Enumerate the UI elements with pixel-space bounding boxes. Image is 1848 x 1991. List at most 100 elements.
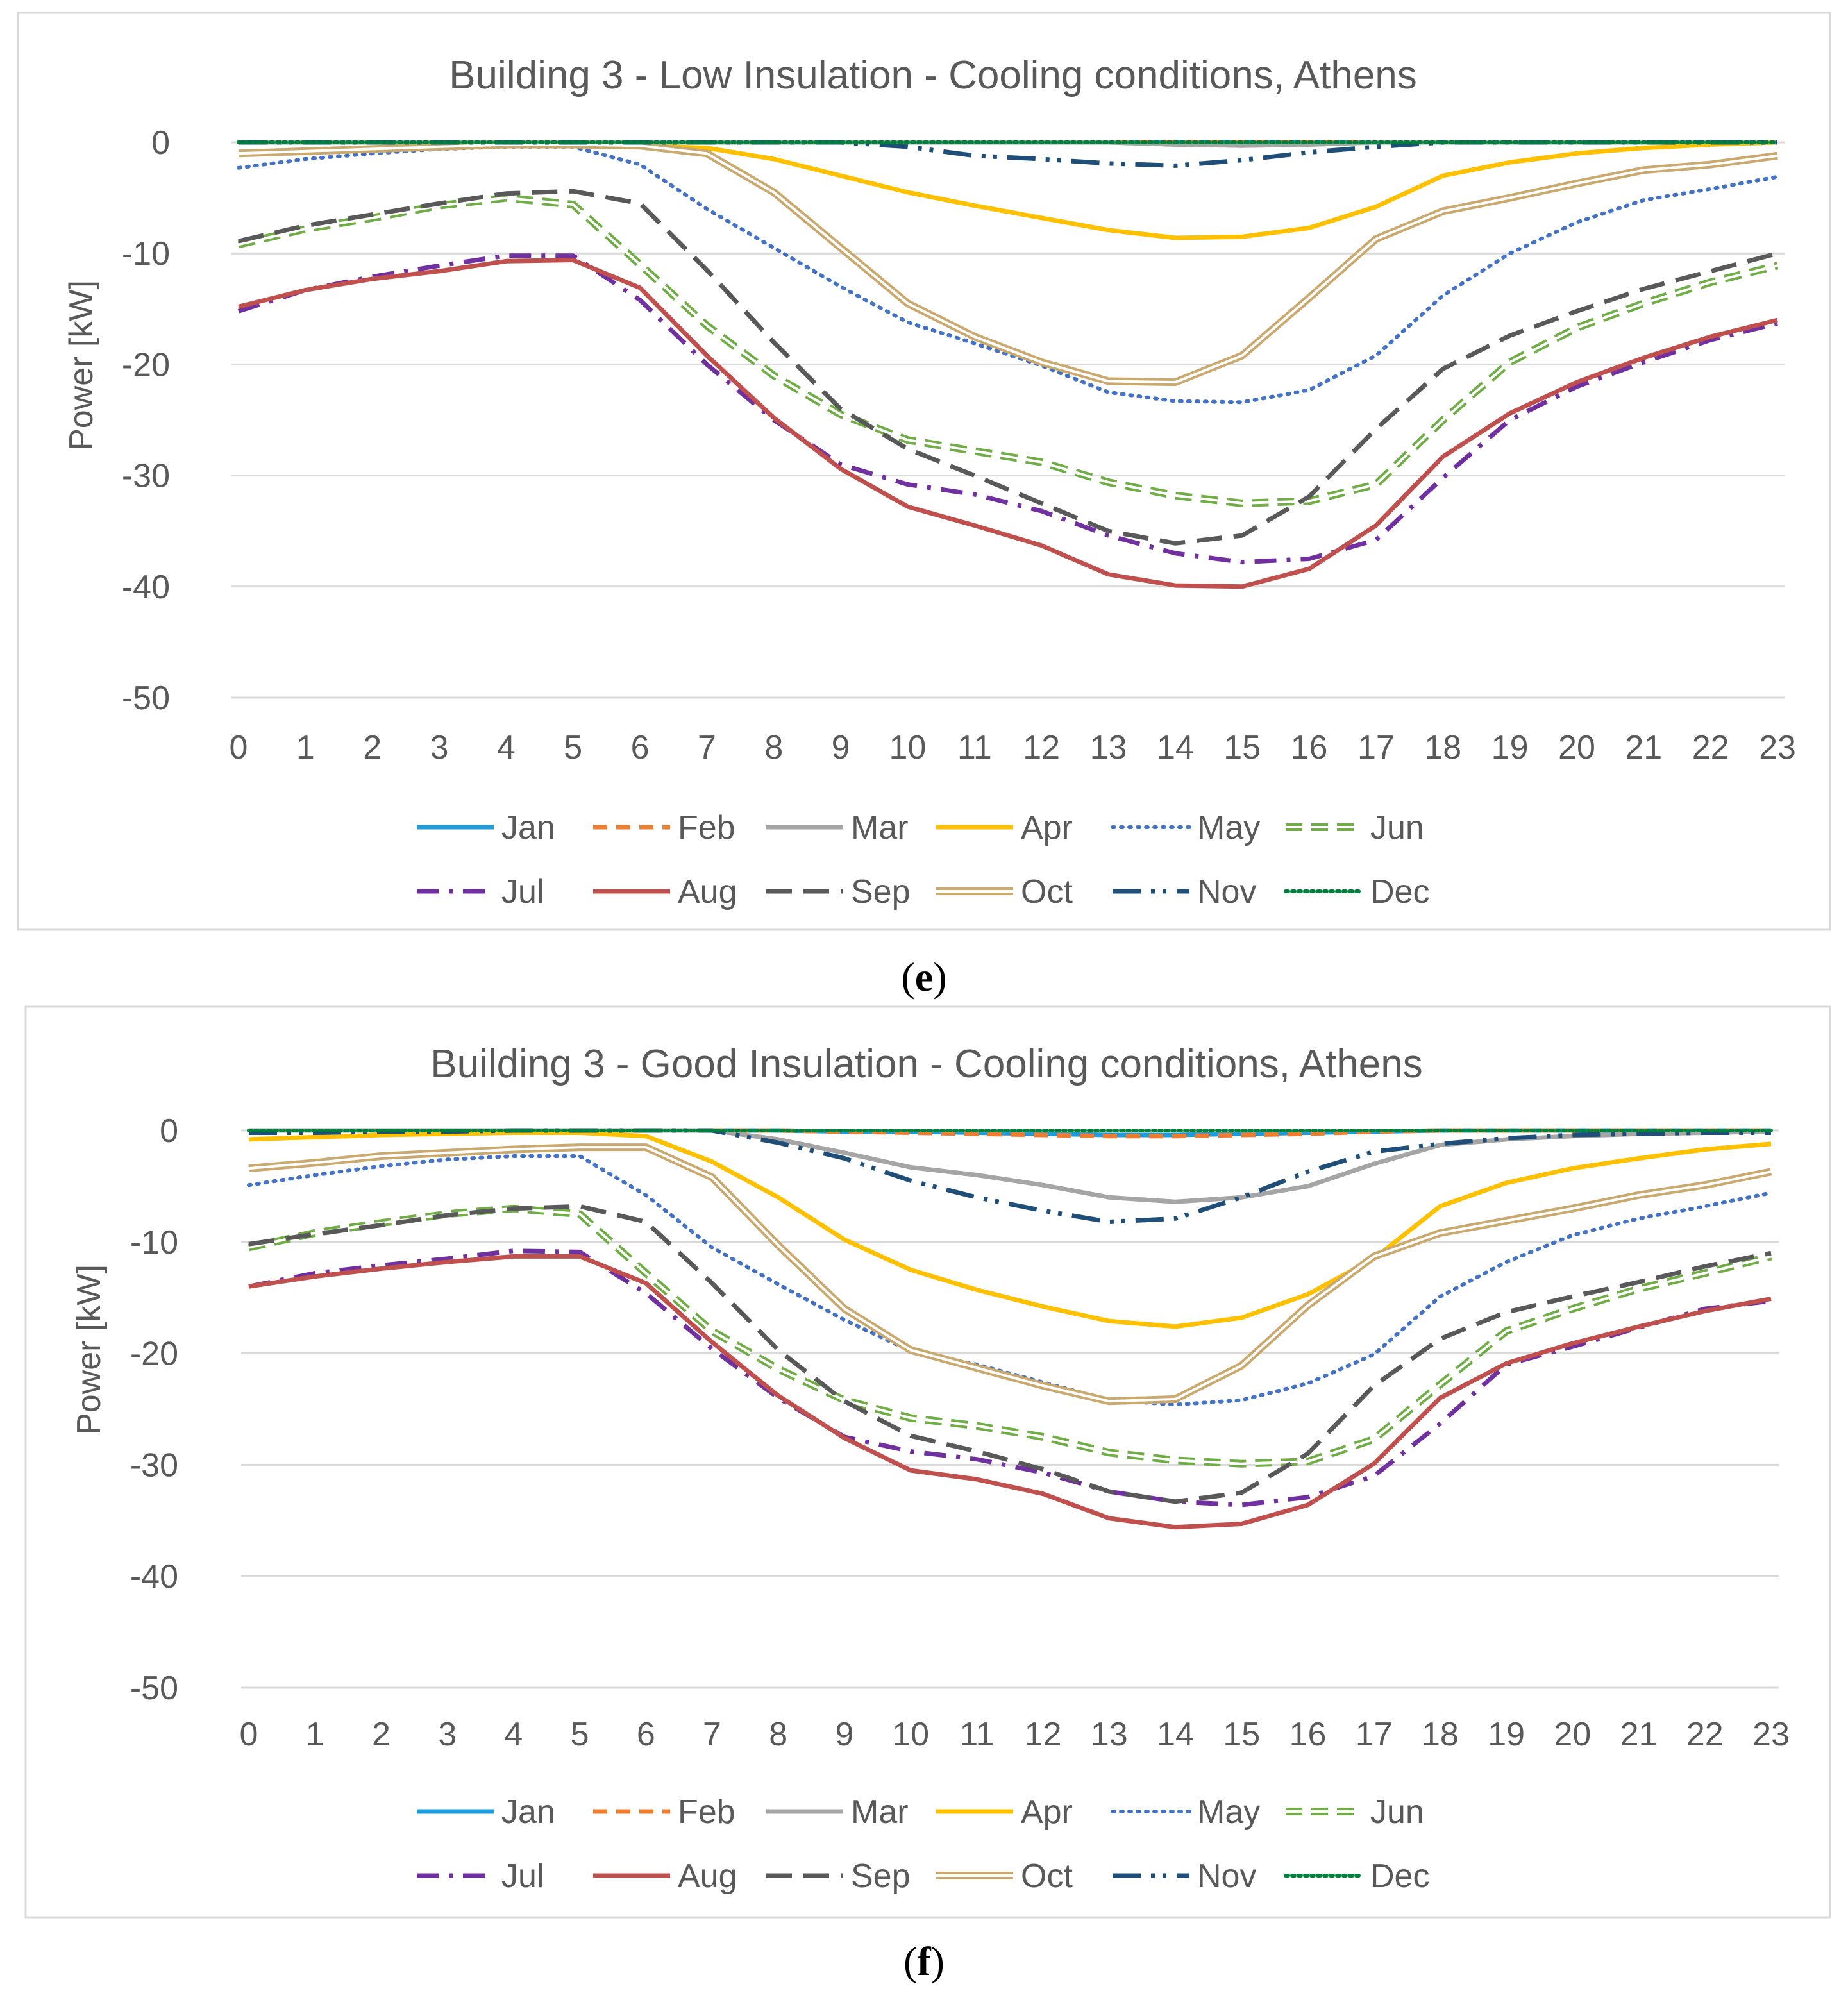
x-tick-label: 6 [637,1716,655,1753]
series-line-jul [237,253,1778,565]
legend-label: May [1197,809,1260,846]
x-tick-label: 16 [1291,729,1328,766]
y-axis-label-e: Power [kW] [63,280,100,451]
series-line-aug [248,1254,1772,1530]
x-tick-label: 12 [1025,1716,1062,1753]
x-tick-label: 7 [698,729,716,766]
x-tick-label: 13 [1090,729,1127,766]
x-tick-label: 15 [1223,1716,1260,1753]
legend-item-jan: Jan [417,809,555,846]
legend-label: Feb [678,1794,735,1831]
legend-item-mar: Mar [766,809,909,846]
series-line-jun-inner [238,196,1778,505]
x-tick-label: 6 [631,729,650,766]
x-tick-label: 1 [306,1716,324,1753]
x-tick-label: 4 [504,1716,523,1753]
legend-label: May [1197,1794,1260,1831]
x-tick-label: 23 [1752,1716,1790,1753]
legend-label: Apr [1021,809,1073,846]
legend-item-may: May [1111,1794,1260,1831]
legend-item-apr: Apr [936,809,1073,846]
series-line-jun-inner [248,1207,1772,1465]
x-tick-label: 21 [1625,729,1662,766]
legend-item-jun: Jun [1286,809,1424,846]
series-line-jun [248,1204,1772,1468]
legend-item-sep: Sep [766,873,911,911]
series-line-apr [248,1130,1772,1329]
x-tick-label: 4 [497,729,516,766]
legend-label: Nov [1197,873,1256,911]
caption-e: (e) [901,954,946,1000]
legend-label: Jun [1370,809,1424,846]
y-tick-label: -20 [122,346,170,383]
x-tick-label: 20 [1554,1716,1591,1753]
x-tick-label: 2 [372,1716,391,1753]
x-tick-labels-e: 0 1 2 3 4 5 6 7 8 9 10 11 12 13 14 15 16 17 18 19 20 21 22 23 [230,729,1796,766]
series-line-sep [248,1204,1772,1504]
legend-label: Sep [851,873,911,911]
y-axis-label-f: Power [kW] [71,1264,108,1435]
x-tick-label: 15 [1223,729,1261,766]
x-tick-label: 5 [571,1716,589,1753]
y-tick-label: -50 [130,1670,178,1707]
legend-label: Dec [1370,873,1429,911]
x-tick-label: 14 [1157,729,1194,766]
legend-item-oct: Oct [936,1858,1073,1895]
legend-item-dec: Dec [1284,1858,1429,1895]
x-tick-label: 0 [240,1716,258,1753]
legend-label: Feb [678,809,735,846]
legend-label: Dec [1370,1858,1429,1895]
legend-item-sep: Sep [766,1858,911,1895]
x-tick-label: 13 [1091,1716,1128,1753]
x-tick-label: 3 [438,1716,457,1753]
y-tick-labels-f: 0 -10 -20 -30 -40 -50 [130,1113,178,1707]
chart-title-e: Building 3 - Low Insulation - Cooling co… [449,53,1417,97]
legend-item-dec: Dec [1284,873,1429,911]
legend-label: Jan [501,1794,555,1831]
x-tick-labels-f: 0 1 2 3 4 5 6 7 8 9 10 11 12 13 14 15 16 17 18 19 20 21 22 23 [240,1716,1790,1753]
chart-frame-e [17,12,1831,931]
x-tick-label: 10 [892,1716,929,1753]
legend-item-mar: Mar [766,1794,909,1831]
x-tick-label: 9 [835,1716,853,1753]
chart-title-f: Building 3 - Good Insulation - Cooling c… [430,1042,1423,1086]
legend-label: Mar [851,809,909,846]
legend-item-jun: Jun [1286,1794,1424,1831]
series-line-mar [249,1128,1772,1204]
legend-item-nov: Nov [1113,1858,1256,1895]
x-tick-label: 10 [889,729,927,766]
legend-label: Jul [501,1858,544,1895]
x-tick-label: 16 [1289,1716,1327,1753]
series-line-aug [238,258,1778,589]
x-tick-label: 5 [564,729,582,766]
x-tick-label: 11 [959,1716,994,1753]
legend-item-apr: Apr [936,1794,1073,1831]
legend-item-aug: Aug [593,1858,737,1895]
legend-f: Jan Feb Mar Apr May Jun Jul Aug Sep Oct Nov Dec [417,1794,1429,1895]
x-tick-label: 19 [1491,729,1529,766]
y-tick-label: 0 [151,124,170,162]
chart-panel-e: Building 3 - Low Insulation - Cooling co… [17,12,1831,931]
legend-item-jul: Jul [417,873,544,911]
y-tick-label: -10 [122,235,170,273]
y-tick-label: -40 [130,1558,178,1595]
legend-item-feb: Feb [593,809,735,846]
y-tick-label: -50 [122,680,170,717]
chart-frame-f [24,1005,1831,1919]
legend-label: Jan [501,809,555,846]
legend-item-oct: Oct [936,873,1073,911]
series-lines-f [247,1128,1773,1530]
x-tick-label: 12 [1023,729,1060,766]
legend-item-feb: Feb [593,1794,735,1831]
x-tick-label: 18 [1424,729,1461,766]
series-line-may [247,1154,1773,1407]
x-tick-label: 17 [1356,1716,1393,1753]
legend-label: Aug [678,1858,737,1895]
chart-panel-f: Building 3 - Good Insulation - Cooling c… [24,1005,1831,1919]
x-tick-label: 20 [1558,729,1595,766]
x-tick-label: 21 [1620,1716,1658,1753]
x-tick-label: 8 [769,1716,787,1753]
y-tick-label: -30 [122,458,170,495]
x-tick-label: 14 [1157,1716,1194,1753]
